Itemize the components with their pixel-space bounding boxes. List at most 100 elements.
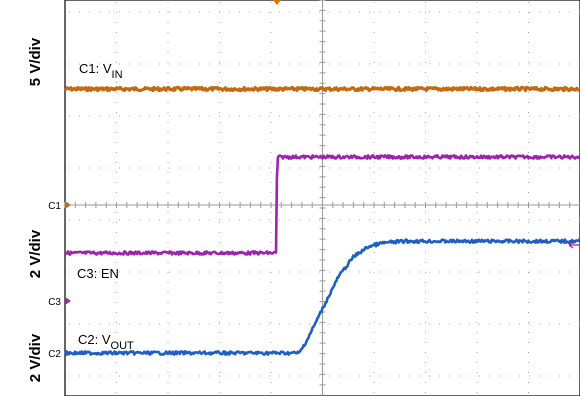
grid-dot bbox=[79, 323, 80, 325]
grid-dot bbox=[249, 375, 250, 377]
grid-dot bbox=[429, 271, 430, 273]
grid-dot bbox=[79, 63, 80, 65]
trigger-level-arrow-icon bbox=[568, 241, 580, 249]
grid-dot bbox=[269, 167, 270, 169]
grid-dot bbox=[476, 82, 478, 83]
grid-dot bbox=[239, 323, 240, 325]
grid-dot bbox=[219, 142, 220, 143]
grid-dot bbox=[419, 219, 420, 221]
grid-dot bbox=[429, 219, 430, 221]
grid-dot bbox=[309, 167, 310, 169]
grid-dot bbox=[259, 375, 260, 377]
grid-dot bbox=[529, 115, 530, 117]
grid-dot bbox=[373, 332, 375, 333]
grid-dot bbox=[476, 182, 478, 183]
grid-dot bbox=[179, 167, 180, 169]
grid-dot bbox=[476, 112, 478, 113]
grid-dot bbox=[476, 392, 478, 393]
trace-c1 bbox=[64, 85, 580, 93]
grid-dot bbox=[129, 219, 130, 221]
grid-dot bbox=[399, 167, 400, 169]
grid-dot bbox=[116, 172, 117, 173]
grid-dot bbox=[89, 167, 90, 169]
grid-dot bbox=[289, 323, 290, 325]
trigger-marker-icon bbox=[273, 0, 281, 5]
grid-dot bbox=[379, 219, 380, 221]
grid-dot bbox=[167, 102, 169, 103]
grid-dot bbox=[159, 323, 160, 325]
grid-dot bbox=[79, 115, 80, 117]
grid-dot bbox=[499, 115, 500, 117]
grid-dot bbox=[270, 2, 272, 3]
grid-dot bbox=[116, 72, 117, 73]
grid-dot bbox=[476, 12, 478, 13]
grid-dot bbox=[476, 312, 478, 313]
labels: 5 V/div 2 V/div 2 V/div C1: VIN C3: EN C2: VO… bbox=[27, 37, 134, 382]
y-axis-label: 2 V/div bbox=[27, 333, 44, 382]
grid-dot bbox=[209, 375, 210, 377]
grid-dot bbox=[569, 167, 570, 169]
grid-dot bbox=[167, 42, 169, 43]
grid-dot bbox=[270, 342, 272, 343]
grid-dot bbox=[116, 362, 117, 363]
grid-dot bbox=[159, 219, 160, 221]
grid-dot bbox=[389, 63, 390, 65]
y-axis-label: 2 V/div bbox=[27, 229, 44, 278]
grid-dot bbox=[479, 219, 480, 221]
grid-dot bbox=[270, 22, 272, 23]
grid-dot bbox=[499, 167, 500, 169]
grid-dot bbox=[167, 372, 169, 373]
grid-dot bbox=[425, 192, 426, 193]
grid bbox=[64, 0, 580, 396]
grid-dot bbox=[319, 11, 320, 13]
grid-dot bbox=[270, 182, 272, 183]
grid-dot bbox=[439, 63, 440, 65]
grid-dot bbox=[289, 63, 290, 65]
grid-dot bbox=[119, 11, 120, 13]
grid-dot bbox=[219, 282, 220, 283]
grid-dot bbox=[299, 115, 300, 117]
grid-dot bbox=[373, 82, 375, 83]
grid-dot bbox=[409, 271, 410, 273]
grid-dot bbox=[519, 115, 520, 117]
grid-dot bbox=[229, 323, 230, 325]
grid-dot bbox=[270, 372, 272, 373]
grid-dot bbox=[349, 11, 350, 13]
grid-dot bbox=[528, 22, 529, 23]
grid-dot bbox=[167, 172, 169, 173]
grid-dot bbox=[219, 362, 220, 363]
grid-dot bbox=[349, 219, 350, 221]
grid-dot bbox=[559, 167, 560, 169]
ground-label-c2: C2 bbox=[48, 349, 61, 360]
grid-dot bbox=[399, 115, 400, 117]
grid-dot bbox=[139, 11, 140, 13]
grid-dot bbox=[528, 92, 529, 93]
grid-dot bbox=[549, 271, 550, 273]
grid-dot bbox=[373, 192, 375, 193]
grid-dot bbox=[373, 382, 375, 383]
grid-dot bbox=[270, 392, 272, 393]
grid-dot bbox=[299, 167, 300, 169]
grid-dot bbox=[199, 219, 200, 221]
grid-dot bbox=[279, 11, 280, 13]
grid-dot bbox=[270, 332, 272, 333]
grid-dot bbox=[459, 271, 460, 273]
grid-dot bbox=[528, 62, 529, 63]
grid-dot bbox=[519, 323, 520, 325]
grid-dot bbox=[476, 232, 478, 233]
grid-dot bbox=[339, 11, 340, 13]
grid-dot bbox=[476, 92, 478, 93]
grid-dot bbox=[299, 271, 300, 273]
grid-dot bbox=[219, 342, 220, 343]
grid-dot bbox=[289, 375, 290, 377]
grid-dot bbox=[476, 2, 478, 3]
ground-marker-c1-icon bbox=[65, 201, 71, 209]
grid-dot bbox=[219, 232, 220, 233]
grid-dot bbox=[270, 222, 272, 223]
grid-dot bbox=[449, 323, 450, 325]
grid-dot bbox=[509, 271, 510, 273]
grid-dot bbox=[349, 271, 350, 273]
grid-dot bbox=[499, 63, 500, 65]
grid-dot bbox=[373, 352, 375, 353]
grid-dot bbox=[559, 219, 560, 221]
